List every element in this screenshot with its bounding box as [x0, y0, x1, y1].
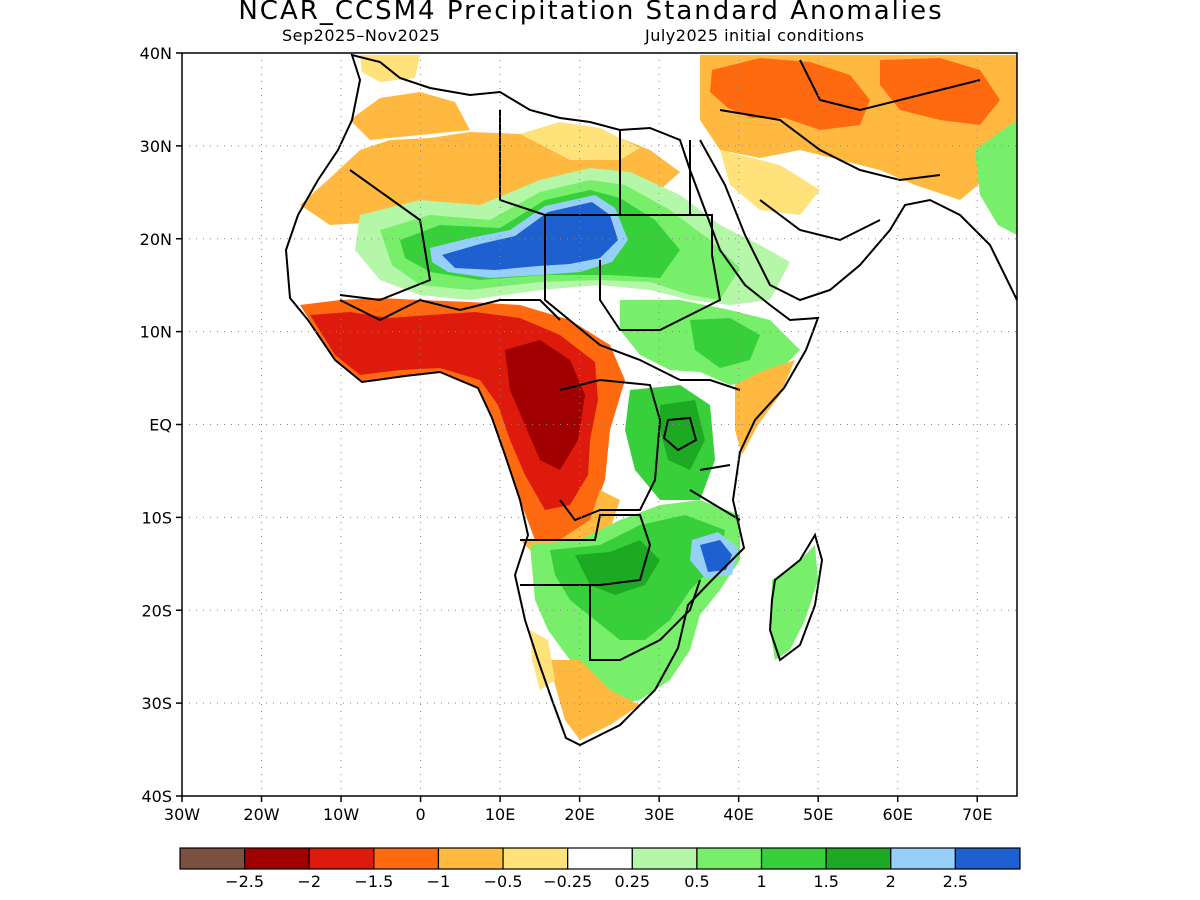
colorbar-swatch	[502, 847, 569, 870]
colorbar-swatch	[954, 847, 1021, 870]
lat-tick-label: 40N	[140, 44, 172, 63]
colorbar-label: −1	[427, 872, 451, 891]
lon-tick-label: 60E	[882, 805, 912, 824]
border-sudan	[599, 214, 722, 331]
chart-title: NCAR_CCSM4 Precipitation Standard Anomal…	[238, 0, 944, 26]
border-middle-east	[719, 59, 981, 182]
lon-tick-label: 30W	[164, 805, 200, 824]
colorbar-swatch	[437, 847, 504, 870]
colorbar-swatch	[567, 847, 633, 870]
colorbar-swatch	[308, 847, 375, 870]
lat-tick-label: 10N	[140, 323, 172, 342]
colorbar-label: −1.5	[354, 872, 393, 891]
border-west-africa	[339, 298, 561, 322]
lat-tick-label: 40S	[141, 787, 172, 806]
arabia-coastline	[699, 139, 1017, 302]
lon-tick-label: 40E	[723, 805, 753, 824]
colorbar-label: −2	[297, 872, 321, 891]
field-ethiopia-wet-strong	[690, 318, 760, 368]
field-lake-malawi-blue-strong	[700, 540, 732, 572]
lat-tick-label: 10S	[141, 508, 172, 527]
initial-conditions: July2025 initial conditions	[645, 26, 865, 45]
lat-tick-label: 30S	[141, 694, 172, 713]
field-southern-africa-wet-core	[575, 540, 660, 595]
field-angola-dry	[520, 490, 620, 560]
lon-tick-label: 70E	[962, 805, 992, 824]
lon-tick-label: 10E	[485, 805, 515, 824]
colorbar-label: 0.25	[614, 872, 650, 891]
colorbar-label: 2.5	[943, 872, 968, 891]
lon-tick-label: 20E	[564, 805, 594, 824]
lon-tick-label: 20W	[243, 805, 279, 824]
field-middle-east-very-dry	[710, 58, 870, 130]
colorbar-label: 2	[886, 872, 896, 891]
colorbar-swatch	[373, 847, 440, 870]
colorbar-label: −2.5	[225, 872, 264, 891]
lat-tick-label: 30N	[140, 137, 172, 156]
field-arabia-light-dry	[720, 150, 820, 215]
border-southern	[589, 579, 701, 661]
anomaly-fields	[286, 55, 1017, 745]
field-cape-light-dry	[530, 630, 555, 690]
colorbar-swatch	[760, 847, 827, 870]
colorbar-label: −0.5	[484, 872, 523, 891]
border-chad-car	[544, 215, 681, 381]
field-chad-blue	[442, 202, 618, 270]
colorbar-swatch	[244, 847, 310, 870]
colorbar-label: 0.5	[684, 872, 709, 891]
colorbar-label: 1	[756, 872, 766, 891]
longitude-axis: 30W 20W 10W 0 10E 20E 30E 40E 50E 60E 70E	[164, 796, 992, 824]
border-arabia-inner	[759, 199, 881, 242]
colorbar-label: −0.25	[543, 872, 592, 891]
field-congo-driest	[505, 340, 585, 470]
colorbar-swatch	[179, 847, 246, 870]
lat-tick-label: 20N	[140, 230, 172, 249]
colorbar-label: 1.5	[813, 872, 838, 891]
field-south-africa-dry	[548, 660, 640, 740]
lat-tick-label: 20S	[141, 601, 172, 620]
border-east-africa	[680, 379, 741, 521]
border-drc	[559, 378, 662, 522]
colorbar: −2.5 −2 −1.5 −1 −0.5 −0.25 0.25 0.5 1 1.5 2 2.5	[179, 847, 1021, 891]
madagascar-coastline	[768, 532, 824, 662]
border-angola	[520, 514, 652, 586]
field-madagascar-wet	[770, 545, 818, 660]
colorbar-swatch	[696, 847, 763, 870]
lon-tick-label: 0	[415, 805, 425, 824]
border-egypt	[619, 130, 691, 215]
coastlines-and-borders	[284, 53, 1017, 747]
lon-tick-label: 10W	[323, 805, 359, 824]
colorbar-swatch	[825, 847, 892, 870]
field-pakistan-wet	[975, 120, 1017, 235]
graticule	[182, 53, 1017, 796]
africa-coastline	[284, 53, 820, 747]
lon-tick-label: 50E	[803, 805, 833, 824]
colorbar-swatch	[890, 847, 956, 870]
field-lake-victoria-wet-strong	[660, 400, 705, 470]
latitude-axis: 40N 30N 20N 10N EQ 10S 20S 30S 40S	[140, 44, 182, 806]
lon-tick-label: 30E	[644, 805, 674, 824]
colorbar-swatch	[631, 847, 698, 870]
border-sahara-1	[339, 169, 432, 302]
lat-tick-label: EQ	[149, 416, 172, 435]
field-iran-very-dry	[880, 58, 1000, 125]
forecast-period: Sep2025–Nov2025	[282, 26, 441, 45]
field-libya-light	[520, 122, 640, 160]
field-morocco-dry	[350, 92, 470, 140]
lake-victoria	[662, 416, 698, 452]
